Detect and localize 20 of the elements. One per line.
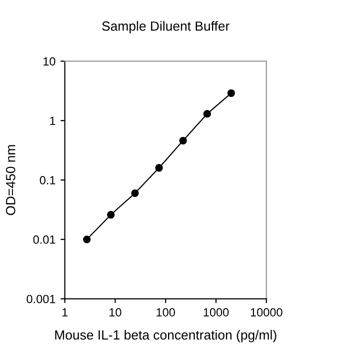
point [131, 189, 139, 197]
y-tick-label: 1 [50, 116, 56, 125]
y-tick-label: 10 [44, 57, 56, 66]
x-axis-title: Mouse IL-1 beta concentration (pg/ml) [55, 330, 276, 342]
x-tick-label: 100 [156, 308, 175, 316]
point [83, 236, 91, 244]
y-axis-title: OD=450 nm [6, 145, 16, 216]
x-tick-label: 1000 [204, 308, 229, 316]
point [179, 136, 187, 144]
chart-title: Sample Diluent Buffer [102, 21, 230, 34]
x-tick-label: 10 [110, 308, 122, 316]
point [227, 89, 235, 97]
y-tick-label: 0.1 [40, 176, 56, 184]
point [203, 110, 211, 118]
y-tick-label: 0.01 [33, 235, 56, 244]
x-tick-label: 1 [62, 308, 68, 316]
y-tick-label: 0.001 [26, 294, 56, 304]
x-tick-label: 10000 [250, 308, 282, 316]
point [155, 164, 163, 172]
point [107, 210, 115, 219]
